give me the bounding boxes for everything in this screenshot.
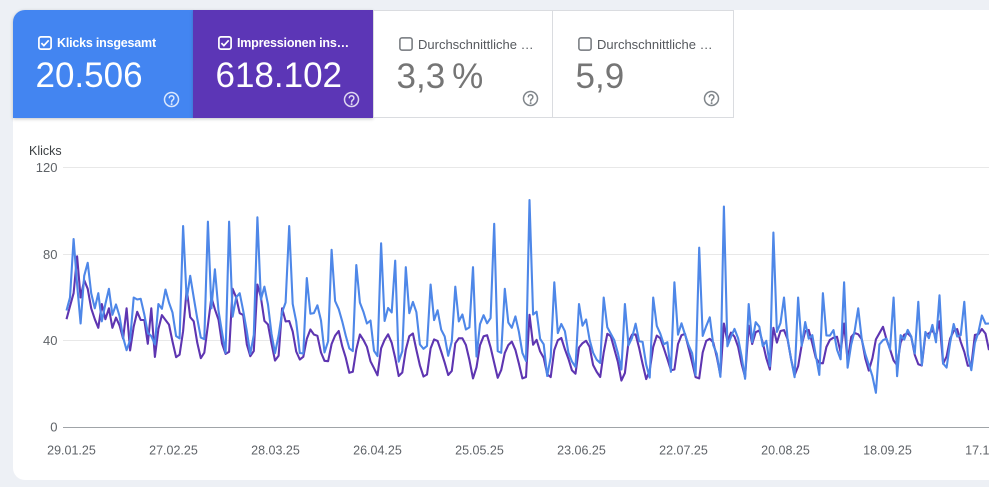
svg-text:80: 80 — [43, 247, 57, 262]
svg-text:17.10.25: 17.10.25 — [965, 444, 989, 458]
svg-text:0: 0 — [50, 420, 57, 435]
svg-text:18.09.25: 18.09.25 — [863, 444, 912, 458]
svg-text:40: 40 — [43, 333, 57, 348]
svg-text:29.01.25: 29.01.25 — [47, 444, 96, 458]
svg-text:25.05.25: 25.05.25 — [455, 444, 504, 458]
svg-text:23.06.25: 23.06.25 — [557, 444, 606, 458]
svg-text:22.07.25: 22.07.25 — [659, 444, 708, 458]
svg-text:26.04.25: 26.04.25 — [353, 444, 402, 458]
svg-text:20.08.25: 20.08.25 — [761, 444, 810, 458]
svg-text:27.02.25: 27.02.25 — [149, 444, 198, 458]
svg-text:120: 120 — [36, 160, 58, 175]
svg-text:Klicks: Klicks — [29, 144, 62, 158]
svg-text:28.03.25: 28.03.25 — [251, 444, 300, 458]
